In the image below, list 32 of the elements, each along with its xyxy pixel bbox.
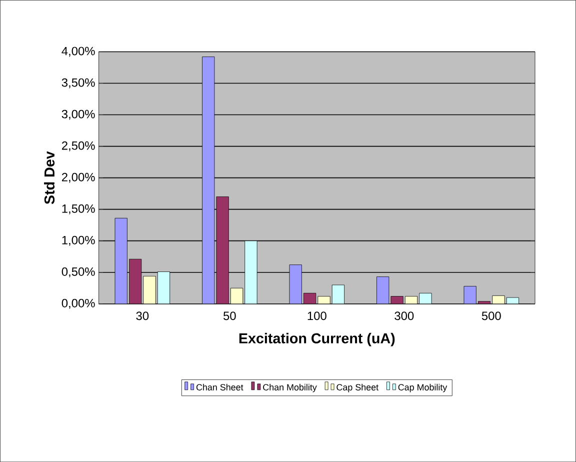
bar <box>202 56 215 304</box>
bar <box>143 276 156 304</box>
y-tick-label: 0,50% <box>62 267 95 278</box>
x-tick-label: 30 <box>136 312 149 320</box>
bar <box>492 295 505 304</box>
y-tick-label: 4,00% <box>62 46 95 57</box>
bar <box>332 284 345 304</box>
y-tick-label: 0,00% <box>62 298 95 309</box>
legend-label: Cap Mobility <box>398 384 448 392</box>
x-axis-title: Excitation Current (uA) <box>239 332 395 346</box>
legend-label: Cap Sheet <box>336 384 378 392</box>
x-tick-label: 100 <box>308 312 326 320</box>
x-tick-label: 300 <box>394 312 414 320</box>
y-tick-label: 1,50% <box>62 204 95 214</box>
bar <box>244 240 258 304</box>
legend-label: Chan Sheet <box>196 384 244 390</box>
bar <box>230 288 244 304</box>
legend-label: Chan Mobility <box>263 384 317 392</box>
bar <box>157 271 170 304</box>
x-tick-label: 50 <box>223 312 236 320</box>
y-tick-label: 2,00% <box>62 172 95 183</box>
y-axis-title: Std Dev <box>44 151 55 204</box>
y-tick-label: 3,00% <box>62 110 95 120</box>
y-tick-label: 3,50% <box>62 78 95 88</box>
bar <box>289 264 302 304</box>
bar <box>318 296 330 304</box>
bar <box>464 286 476 304</box>
y-tick-label: 2,50% <box>62 141 95 152</box>
x-tick-label: 500 <box>482 312 501 320</box>
y-tick-label: 1,00% <box>62 236 95 246</box>
bar <box>376 276 390 304</box>
bar <box>114 218 128 304</box>
